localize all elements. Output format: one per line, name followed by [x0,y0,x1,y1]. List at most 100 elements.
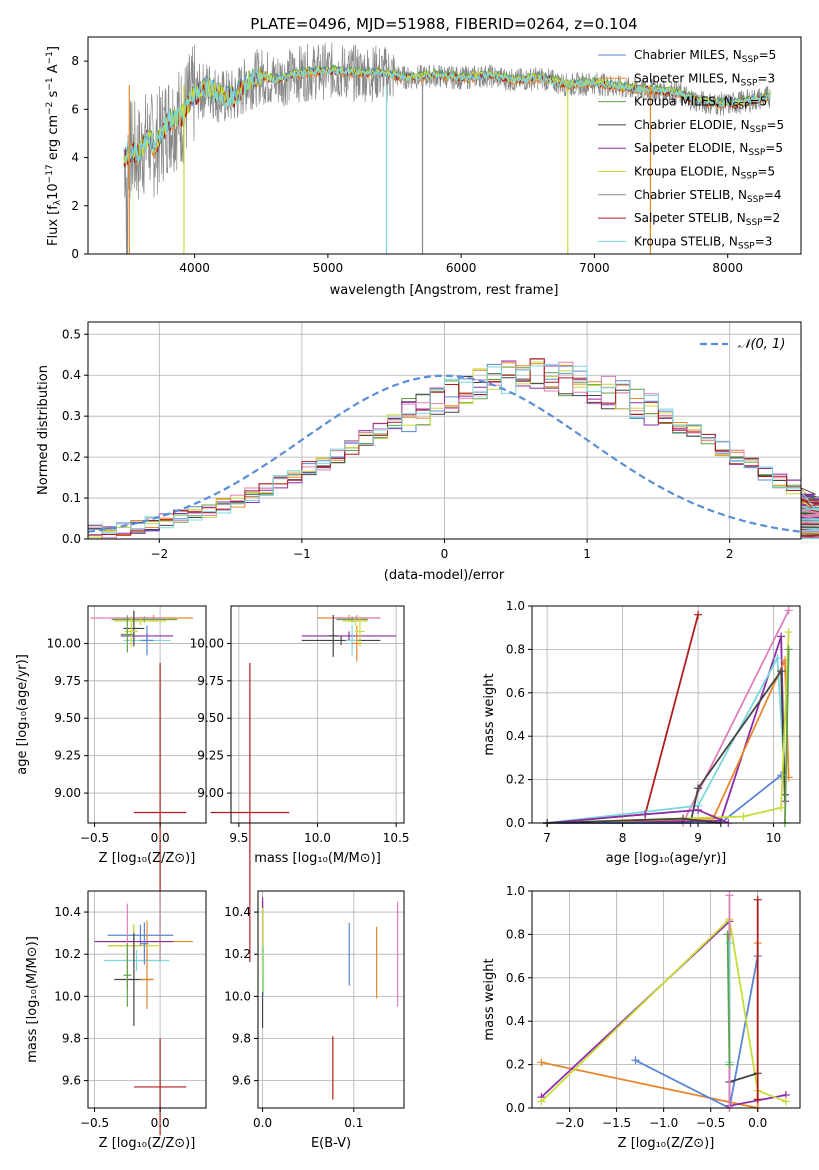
legend-label-chabrier_elodie: Chabrier ELODIE, NSSP=5 [634,118,784,135]
ytick-label: 9.8 [232,1031,251,1045]
panel-frame [531,890,801,1109]
xlabel: Z [log₁₀(Z/Z⊙)] [99,1136,196,1151]
residual-ytick-label: 0.5 [62,327,81,341]
spectrum-ylabel-unit3: s [46,90,61,101]
legend-label-salpeter_stelib: Salpeter STELIB, NSSP=2 [634,211,780,228]
xlabel: Z [log₁₀(Z/Z⊙)] [99,851,196,866]
spectrum-xticks: 4000 5000 6000 7000 8000 [179,254,743,275]
spectrum-ytick-label: 8 [71,54,79,68]
legend-label-kroupa_miles: Kroupa MILES, NSSP=5 [634,95,767,112]
mass-ebv-panel: 0.0 0.1 9.6 9.8 10.0 10.2 10.4 E(B-V) [224,890,405,1151]
spectrum-ylabel-unit4: A [46,64,61,77]
residual-ytick-label: 0.4 [62,368,81,382]
ytick-label: 0.2 [506,1058,525,1072]
panel-content [90,610,193,963]
ytick-label: 9.75 [54,674,81,688]
residual-ytick-label: 0.1 [62,491,81,505]
xlabel: E(B-V) [311,1136,351,1151]
ytick-label: 0.8 [506,927,525,941]
massweight-z-panel: −2.0 −1.5 −1.0 −0.5 0.0 0.0 0.2 0.4 0.6 0.8 1.0 Z [… [482,884,801,1151]
legend-text: Chabrier ELODIE, N [634,118,750,132]
panel-frame [257,890,405,1109]
ytick-label: 10.2 [54,947,81,961]
legend-n: =2 [763,211,781,225]
xtick-label: −0.5 [696,1116,725,1130]
legend-label-kroupa_elodie: Kroupa ELODIE, NSSP=5 [634,165,775,182]
residual-ytick-label: 0.3 [62,409,81,423]
legend-sub: SSP [741,78,758,88]
ytick-label: 0.2 [506,773,525,787]
legend-n: =5 [766,118,784,132]
legend-text: Kroupa ELODIE, N [634,165,741,179]
legend-text: Salpeter ELODIE, N [634,141,748,155]
legend-text: Kroupa STELIB, N [634,234,738,248]
ytick-label: 9.6 [62,1074,81,1088]
legend-n: =4 [764,188,782,202]
ylabel: mass weight [482,673,497,755]
legend-n: =5 [765,141,783,155]
gaussian-curve [87,374,802,533]
legend-text: Chabrier MILES, N [634,48,742,62]
ytick-label: 9.25 [197,749,224,763]
ylabel: mass weight [482,958,497,1040]
residual-ytick-label: 0.0 [62,532,81,546]
legend-label-chabrier_miles: Chabrier MILES, NSSP=5 [634,48,776,65]
legend-label-kroupa_stelib: Kroupa STELIB, NSSP=3 [634,234,772,251]
ytick-label: 9.50 [197,711,224,725]
xtick-label: 0.0 [748,1116,767,1130]
ytick-label: 0.4 [506,1014,525,1028]
xtick-label: −2.0 [555,1116,584,1130]
legend-text: Salpeter STELIB, N [634,211,746,225]
spectrum-ylabel-sup4: −1 [45,51,55,64]
legend-n: =5 [759,48,777,62]
legend-sub: SSP [741,172,758,182]
xtick-label: 8 [619,831,627,845]
ytick-label: 10.00 [47,636,81,650]
spectrum-ytick-label: 4 [71,151,79,165]
ytick-label: 10.00 [190,636,224,650]
legend-n: =3 [755,234,773,248]
legend-sub: SSP [750,125,767,135]
xtick-label: −0.5 [80,1116,109,1130]
ytick-label: 0.6 [506,971,525,985]
residual-xticks: −2 −1 0 1 2 [150,539,734,561]
panel-content [543,606,793,827]
residual-ylabel: Normed distribution [36,365,51,495]
ytick-label: 1.0 [506,884,525,898]
mass-weight-line [547,636,786,824]
legend-text: Chabrier STELIB, N [634,188,747,202]
ytick-label: 0.6 [506,686,525,700]
panel-frame [87,605,207,824]
xtick-label: 10 [766,831,781,845]
xtick-label: −1.0 [649,1116,678,1130]
legend-label-salpeter_elodie: Salpeter ELODIE, NSSP=5 [634,141,783,158]
xtick-label: −1.5 [602,1116,631,1130]
mass-weight-line [726,934,731,1065]
spectrum-frame [87,36,802,255]
spectrum-traces [123,42,771,255]
ytick-label: 0.4 [506,729,525,743]
mass-weight-line [547,609,790,824]
residual-panel: −2 −1 0 1 2 0.0 0.1 0.2 0.3 0.4 0.5 𝒩(0, 1) (data… [36,321,819,583]
panel-frame [87,890,207,1109]
spectrum-yticks: 0 2 4 6 8 [71,54,88,261]
spectrum-ytick-label: 2 [71,199,79,213]
histogram-chabrier_miles [88,358,819,534]
mass-weight-line [547,809,729,824]
panel-frame [531,605,801,824]
legend-n: =3 [757,71,775,85]
panel-content [210,614,397,963]
xtick-label: 0.0 [151,831,170,845]
spectrum-xlabel: wavelength [Angstrom, rest frame] [330,283,559,298]
panel-content [537,891,790,1112]
xtick-label: −0.5 [80,831,109,845]
residual-xtick-label: −2 [150,547,168,561]
legend-n: =5 [750,95,768,109]
legend-sub: SSP [738,241,755,251]
ytick-label: 9.8 [62,1031,81,1045]
residual-xtick-label: 1 [583,547,591,561]
spectrum-ylabel-prefix: Flux [f [46,205,61,246]
residual-yticks: 0.0 0.1 0.2 0.3 0.4 0.5 [62,327,88,546]
legend-n: =5 [757,165,775,179]
spectrum-ylabel: Flux [fλ10−17 erg cm−2 s−1 A−1] [45,46,63,246]
